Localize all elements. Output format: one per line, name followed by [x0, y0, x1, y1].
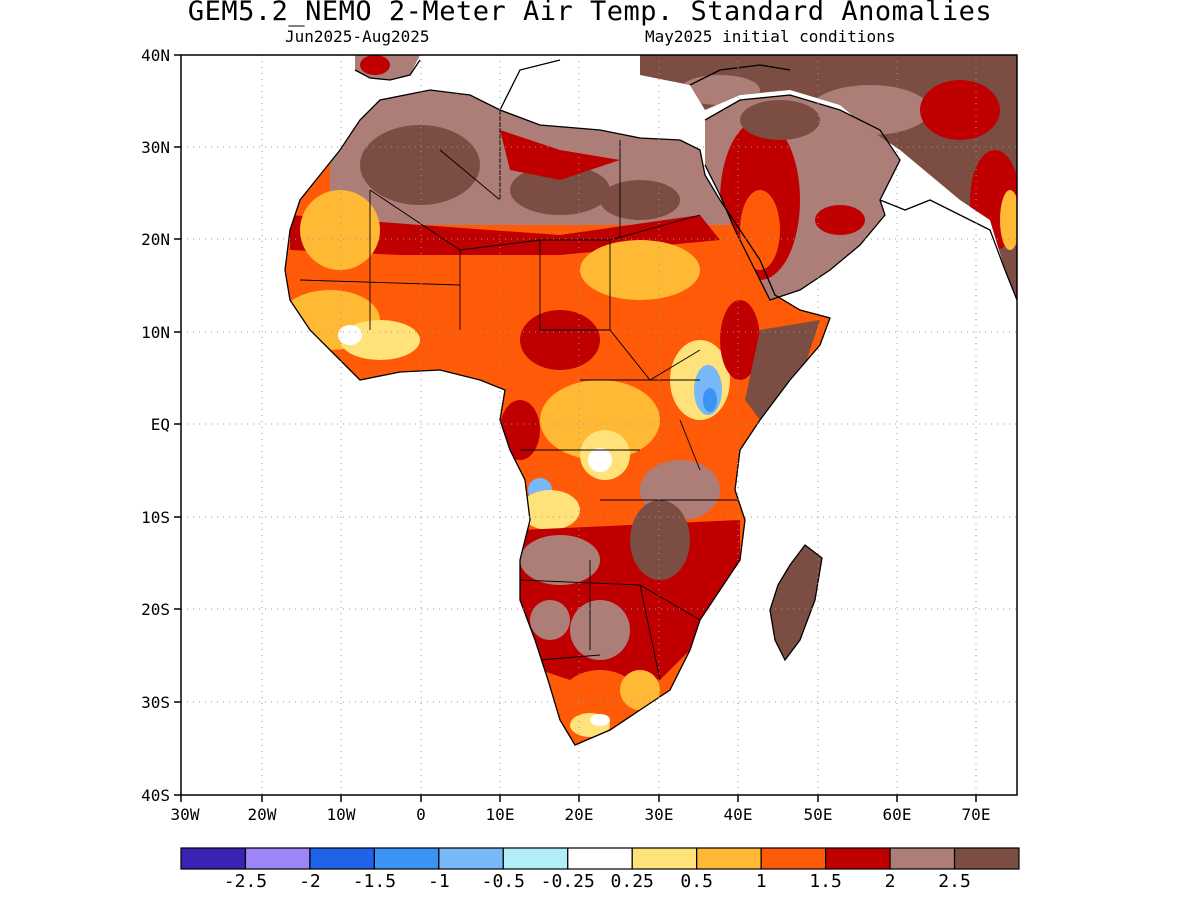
colorbar-swatch — [825, 847, 891, 870]
lon-label: 30W — [171, 805, 200, 824]
lat-label: 20N — [141, 230, 170, 249]
lat-label: 40S — [141, 786, 170, 805]
lon-label: 40E — [724, 805, 753, 824]
colorbar-swatch — [889, 847, 956, 870]
lat-label: 10N — [141, 323, 170, 342]
data-field — [285, 55, 1017, 745]
map-frame — [180, 54, 1018, 796]
colorbar-swatch — [244, 847, 311, 870]
lon-label: 0 — [416, 805, 426, 824]
colorbar-label: 0.25 — [611, 871, 654, 892]
colorbar-label: 0.5 — [680, 871, 713, 892]
colorbar-swatch — [696, 847, 762, 870]
lat-label: 30N — [141, 138, 170, 157]
lon-label: 20E — [565, 805, 594, 824]
colorbar-swatch — [567, 847, 633, 870]
lat-label: 30S — [141, 693, 170, 712]
colorbar-label: -0.5 — [482, 871, 525, 892]
lon-label: 10E — [486, 805, 515, 824]
country-borders — [299, 110, 740, 681]
forecast-period: Jun2025-Aug2025 — [285, 27, 430, 46]
coastlines — [284, 59, 1017, 746]
lon-label: 70E — [962, 805, 991, 824]
colorbar-swatch — [502, 847, 569, 870]
lat-label: 40N — [141, 46, 170, 65]
colorbar-swatch — [438, 847, 504, 870]
lon-label: 10W — [327, 805, 356, 824]
longitude-labels: 30W 20W 10W 0 10E 20E 30E 40E 50E 60E 70… — [171, 805, 991, 824]
colorbar-label: 2 — [885, 871, 896, 892]
colorbar-label: 1 — [756, 871, 767, 892]
colorbar-label: -1 — [428, 871, 450, 892]
ticks — [174, 54, 977, 802]
latitude-labels: 40N 30N 20N 10N EQ 10S 20S 30S 40S — [141, 46, 170, 805]
colorbar-swatch — [309, 847, 375, 870]
colorbar-label: -2 — [299, 871, 321, 892]
colorbar-swatch — [180, 847, 247, 870]
colorbar-label: -1.5 — [353, 871, 396, 892]
lon-label: 60E — [883, 805, 912, 824]
colorbar-swatches — [180, 847, 1020, 870]
colorbar-label: -2.5 — [224, 871, 267, 892]
colorbar: -2.5 -2 -1.5 -1 -0.5 -0.25 0.25 0.5 1 1.… — [180, 847, 1020, 892]
map-title: GEM5.2_NEMO 2-Meter Air Temp. Standard A… — [187, 0, 993, 27]
colorbar-label: 2.5 — [938, 871, 971, 892]
colorbar-swatch — [631, 847, 698, 870]
graticule — [181, 55, 1017, 795]
lat-label: EQ — [151, 415, 170, 434]
lon-label: 30E — [645, 805, 674, 824]
initial-conditions: May2025 initial conditions — [645, 27, 896, 46]
lat-label: 10S — [141, 508, 170, 527]
colorbar-label: 1.5 — [809, 871, 842, 892]
lon-label: 50E — [804, 805, 833, 824]
colorbar-label: -0.25 — [541, 871, 595, 892]
colorbar-swatch — [373, 847, 440, 870]
lat-label: 20S — [141, 600, 170, 619]
colorbar-swatch — [953, 847, 1020, 870]
lon-label: 20W — [248, 805, 277, 824]
colorbar-swatch — [760, 847, 827, 870]
colorbar-labels: -2.5 -2 -1.5 -1 -0.5 -0.25 0.25 0.5 1 1.… — [224, 871, 971, 892]
